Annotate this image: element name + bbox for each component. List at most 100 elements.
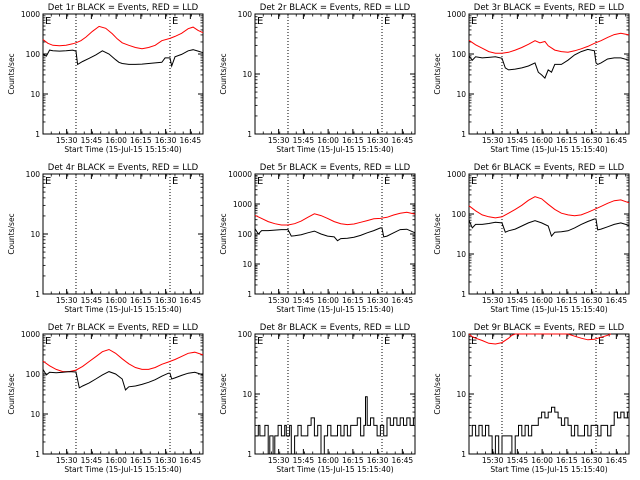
panel-title: Det 6r BLACK = Events, RED = LLD [474, 163, 625, 173]
x-tick-label: 16:45 [392, 456, 414, 465]
y-axis-label: Counts/sec [433, 213, 442, 254]
x-tick-label: 16:30 [155, 456, 177, 465]
y-tick-label: 100 [238, 330, 253, 339]
y-tick-label: 1000 [447, 10, 466, 19]
x-tick-label: 15:45 [293, 296, 315, 305]
x-tick-label: 16:00 [531, 296, 553, 305]
y-axis-label: Counts/sec [7, 53, 16, 94]
x-tick-label: 15:30 [482, 136, 504, 145]
y-tick-label: 100 [452, 50, 467, 59]
x-tick-label: 15:30 [56, 456, 78, 465]
e-marker-label: E [257, 176, 263, 187]
e-marker-label: E [384, 16, 390, 27]
y-tick-label: 1 [461, 130, 466, 139]
x-tick-label: 15:30 [56, 296, 78, 305]
series-line-lld [254, 211, 416, 226]
panel-9r: Det 9r BLACK = Events, RED = LLD 1 10 100 15… [433, 323, 630, 474]
y-tick-label: 1 [35, 130, 40, 139]
x-tick-label: 16:45 [180, 456, 202, 465]
x-tick-label: 16:30 [367, 136, 389, 145]
y-tick-label: 1000 [447, 170, 466, 179]
y-tick-label: 100 [26, 170, 41, 179]
plot-frame [42, 13, 204, 135]
plot-frame [468, 13, 630, 135]
x-tick-label: 16:30 [367, 456, 389, 465]
x-tick-label: 16:15 [556, 136, 578, 145]
e-marker-label: E [257, 336, 263, 347]
x-tick-label: 15:45 [507, 136, 529, 145]
panel-title: Det 5r BLACK = Events, RED = LLD [260, 163, 411, 173]
x-tick-label: 16:00 [317, 296, 339, 305]
x-tick-label: 16:00 [105, 136, 127, 145]
e-marker-label: E [45, 336, 51, 347]
e-marker-label: E [257, 16, 263, 27]
x-tick-label: 16:30 [581, 136, 603, 145]
y-tick-label: 100 [26, 370, 41, 379]
series-line-events [255, 396, 416, 455]
e-marker-label: E [598, 336, 604, 347]
x-tick-label: 15:45 [293, 456, 315, 465]
x-axis-label: Start Time (15-Jul-15 15:15:40) [276, 305, 393, 314]
x-tick-label: 16:45 [180, 136, 202, 145]
e-marker-label: E [384, 176, 390, 187]
y-axis-label: Counts/sec [219, 213, 228, 254]
y-tick-label: 100 [452, 330, 467, 339]
y-tick-label: 1000 [233, 200, 252, 209]
e-marker-label: E [384, 336, 390, 347]
x-tick-label: 16:30 [367, 296, 389, 305]
panel-1r: Det 1r BLACK = Events, RED = LLD 1 10 100 10… [7, 3, 204, 154]
e-marker-label: E [45, 176, 51, 187]
series-line-lld [42, 348, 204, 373]
y-tick-label: 100 [238, 230, 253, 239]
plot-frame [468, 333, 630, 455]
e-marker-label: E [172, 16, 178, 27]
panel-title: Det 7r BLACK = Events, RED = LLD [48, 323, 199, 333]
e-marker-label: E [172, 176, 178, 187]
y-tick-label: 100 [238, 10, 253, 19]
y-tick-label: 100 [452, 210, 467, 219]
x-tick-label: 16:00 [105, 296, 127, 305]
x-tick-label: 16:45 [606, 136, 628, 145]
panel-title: Det 9r BLACK = Events, RED = LLD [474, 323, 625, 333]
y-tick-label: 10 [456, 250, 466, 259]
x-tick-label: 16:30 [155, 136, 177, 145]
x-tick-label: 16:15 [556, 296, 578, 305]
panel-title: Det 2r BLACK = Events, RED = LLD [260, 3, 411, 13]
plot-frame [42, 173, 204, 295]
y-axis-label: Counts/sec [433, 53, 442, 94]
series-line-lld [468, 333, 612, 345]
e-marker-label: E [598, 176, 604, 187]
y-tick-label: 10 [30, 230, 40, 239]
y-tick-label: 1 [247, 450, 252, 459]
y-tick-label: 10 [30, 410, 40, 419]
y-tick-label: 10000 [228, 170, 252, 179]
y-tick-label: 10 [456, 90, 466, 99]
y-tick-label: 10 [242, 70, 252, 79]
y-tick-label: 1 [461, 290, 466, 299]
y-tick-label: 1 [247, 290, 252, 299]
series-line-lld [468, 196, 630, 219]
y-axis-label: Counts/sec [219, 373, 228, 414]
panel-6r: Det 6r BLACK = Events, RED = LLD 1 10 100 10… [433, 163, 630, 314]
x-axis-label: Start Time (15-Jul-15 15:15:40) [276, 465, 393, 474]
series-line-events [254, 227, 416, 242]
x-tick-label: 15:45 [81, 136, 103, 145]
plot-frame [254, 13, 416, 135]
series-line-lld [42, 25, 204, 50]
e-marker-label: E [471, 336, 477, 347]
panel-title: Det 8r BLACK = Events, RED = LLD [260, 323, 411, 333]
x-tick-label: 16:00 [317, 456, 339, 465]
panel-8r: Det 8r BLACK = Events, RED = LLD 1 10 100 15… [219, 323, 416, 474]
plot-frame [42, 333, 204, 455]
x-tick-label: 15:30 [482, 456, 504, 465]
x-tick-label: 15:45 [81, 456, 103, 465]
panel-3r: Det 3r BLACK = Events, RED = LLD 1 10 100 10… [433, 3, 630, 154]
x-tick-label: 16:30 [155, 296, 177, 305]
x-tick-label: 16:15 [130, 136, 152, 145]
series-line-lld [468, 32, 630, 54]
x-tick-label: 16:15 [130, 456, 152, 465]
x-tick-label: 16:15 [342, 456, 364, 465]
panel-title: Det 4r BLACK = Events, RED = LLD [48, 163, 199, 173]
x-tick-label: 16:15 [342, 296, 364, 305]
x-tick-label: 15:45 [507, 296, 529, 305]
